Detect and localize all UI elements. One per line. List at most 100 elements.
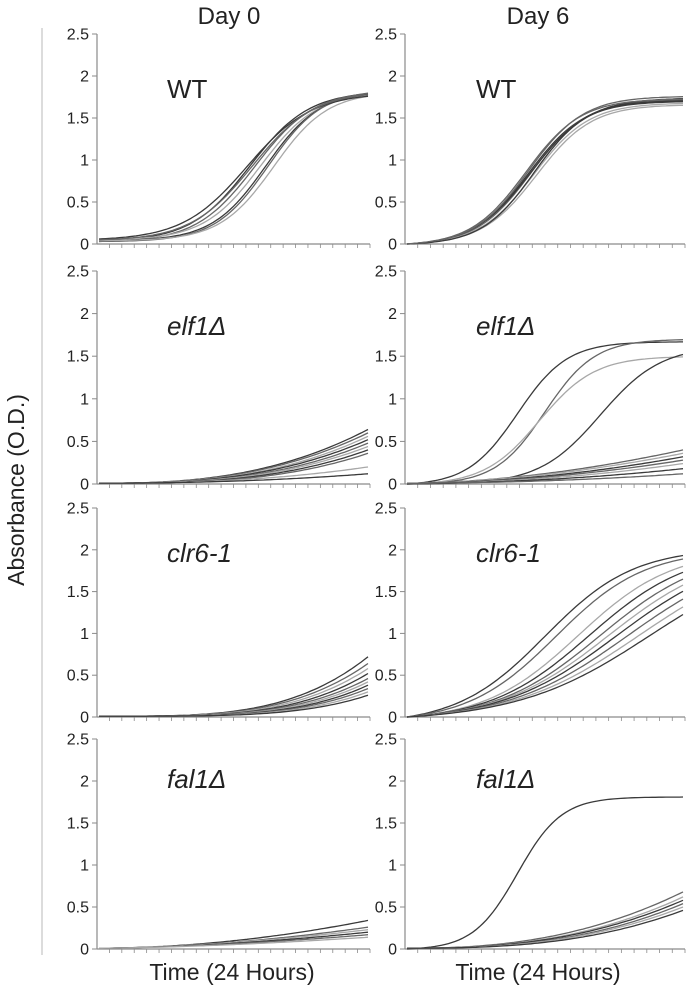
y-tick-label: 1 [80, 391, 89, 408]
curve-series [407, 473, 684, 484]
y-tick-label: 1 [80, 626, 89, 643]
y-tick-label: 1.5 [375, 816, 397, 833]
curve-series [406, 571, 684, 718]
curve-series [406, 97, 684, 245]
y-tick-label: 0 [80, 237, 89, 254]
panel-day0-2: 0 0.5 1 1.5 2 2.5 elf1Δ [67, 264, 371, 494]
curve-series [98, 92, 369, 243]
y-tick-label: 0 [388, 942, 397, 959]
y-tick-label: 0.5 [375, 434, 397, 451]
panel-day6-2: 0 0.5 1 1.5 2 2.5 elf1Δ [375, 264, 686, 494]
curve-series [406, 565, 684, 718]
y-tick-label: 2.5 [67, 732, 89, 749]
curve-series [98, 92, 369, 243]
y-tick-label: 1 [80, 153, 89, 170]
y-tick-label: 1.5 [375, 584, 397, 601]
panel-grid: 0 0.5 1 1.5 2 2.5 WT 0 0.5 1 1.5 2 2.5 WT 0 0.5 1 1.5 2 2.5… [67, 27, 686, 959]
panel-day0-1: 0 0.5 1 1.5 2 2.5 WT [67, 27, 371, 254]
curve-series [99, 694, 369, 717]
y-tick-label: 1 [388, 858, 397, 875]
curve-series [98, 94, 369, 241]
curve-series [98, 95, 369, 240]
y-tick-label: 2 [388, 306, 397, 323]
y-tick-label: 2 [388, 774, 397, 791]
panel-day6-3: 0 0.5 1 1.5 2 2.5 clr6-1 [375, 501, 686, 727]
y-tick-label: 0.5 [375, 668, 397, 685]
curve-series [406, 613, 684, 718]
y-tick-label: 2 [388, 542, 397, 559]
y-tick-label: 0.5 [67, 900, 89, 917]
curve-series [407, 353, 684, 485]
curve-series [99, 936, 369, 949]
panel-strain-label: elf1Δ [167, 311, 226, 341]
curve-series [406, 356, 684, 485]
curve-series [98, 93, 369, 241]
y-tick-label: 0 [388, 710, 397, 727]
y-tick-label: 1.5 [67, 111, 89, 128]
y-tick-label: 0.5 [67, 195, 89, 212]
y-tick-label: 2 [80, 306, 89, 323]
y-tick-label: 1.5 [375, 349, 397, 366]
panel-strain-label: WT [476, 74, 517, 104]
y-tick-label: 1 [388, 391, 397, 408]
y-tick-label: 0 [80, 710, 89, 727]
panel-day6-4: 0 0.5 1 1.5 2 2.5 fal1Δ [375, 732, 686, 959]
curve-series [406, 584, 684, 718]
y-tick-label: 0.5 [67, 434, 89, 451]
y-tick-label: 1.5 [375, 111, 397, 128]
y-tick-label: 2.5 [375, 264, 397, 281]
x-axis-label-day6: Time (24 Hours) [455, 959, 620, 985]
panel-strain-label: fal1Δ [167, 764, 226, 794]
y-tick-label: 2 [80, 69, 89, 86]
panel-strain-label: clr6-1 [167, 538, 232, 568]
panel-strain-label: WT [167, 74, 208, 104]
y-tick-label: 0 [80, 477, 89, 494]
y-tick-label: 2 [80, 774, 89, 791]
curve-series [406, 102, 684, 245]
y-tick-label: 1.5 [67, 349, 89, 366]
panel-day0-3: 0 0.5 1 1.5 2 2.5 clr6-1 [67, 501, 371, 727]
y-tick-label: 2.5 [375, 27, 397, 44]
y-tick-label: 0.5 [67, 668, 89, 685]
y-tick-label: 0.5 [375, 900, 397, 917]
curve-series [406, 796, 684, 950]
y-tick-label: 0 [80, 942, 89, 959]
curve-series [406, 96, 684, 245]
curve-series [99, 473, 369, 484]
y-tick-label: 0 [388, 477, 397, 494]
y-tick-label: 0 [388, 237, 397, 254]
y-tick-label: 2.5 [375, 501, 397, 518]
panel-strain-label: elf1Δ [476, 311, 535, 341]
curve-series [99, 672, 369, 717]
y-tick-label: 1 [80, 858, 89, 875]
curve-series [406, 558, 684, 718]
curve-series [406, 339, 684, 485]
curve-series [99, 93, 369, 242]
panel-strain-label: fal1Δ [476, 764, 535, 794]
curve-series [406, 104, 684, 245]
panel-day0-4: 0 0.5 1 1.5 2 2.5 fal1Δ [67, 732, 371, 959]
curve-series [406, 606, 684, 718]
curve-series [99, 667, 369, 717]
y-tick-label: 1.5 [67, 816, 89, 833]
curve-series [406, 578, 684, 718]
y-tick-label: 2.5 [375, 732, 397, 749]
curve-series [406, 101, 684, 245]
panel-strain-label: clr6-1 [476, 538, 541, 568]
curve-series [407, 909, 684, 949]
curve-series [406, 100, 683, 245]
y-tick-label: 1 [388, 626, 397, 643]
curve-series [406, 98, 683, 245]
x-axis-label-day0: Time (24 Hours) [149, 959, 314, 985]
panel-day6-1: 0 0.5 1 1.5 2 2.5 WT [375, 27, 686, 254]
col-title-day6: Day 6 [507, 3, 570, 30]
y-tick-label: 1.5 [67, 584, 89, 601]
y-tick-label: 2 [80, 542, 89, 559]
y-tick-label: 2.5 [67, 501, 89, 518]
curve-series [99, 95, 369, 242]
y-tick-label: 0.5 [375, 195, 397, 212]
y-tick-label: 1 [388, 153, 397, 170]
y-tick-label: 2.5 [67, 27, 89, 44]
curve-series [406, 554, 684, 718]
